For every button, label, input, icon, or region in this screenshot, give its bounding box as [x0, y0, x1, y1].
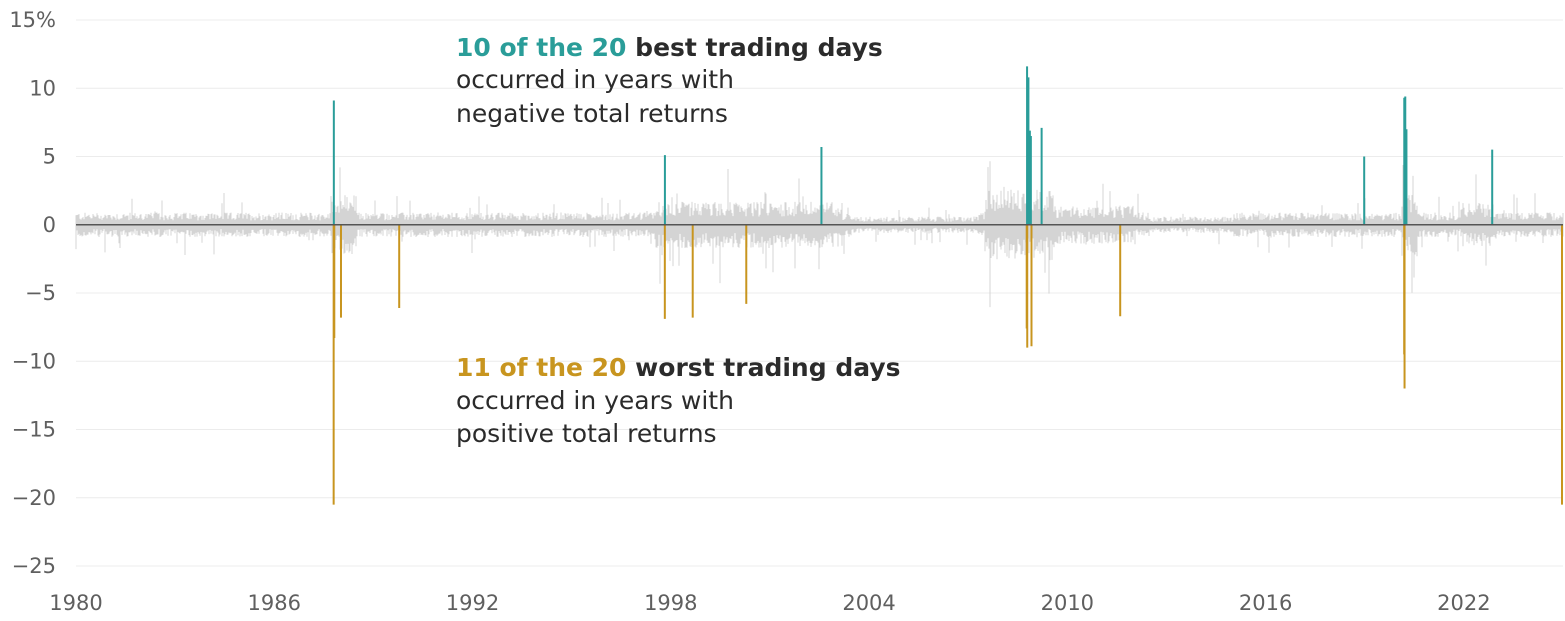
y-axis: 15% 10 5 0 −5 −10 −15 −20 −25: [9, 8, 56, 578]
worst-annotation-line2: occurred in years with: [456, 386, 734, 415]
x-tick-label: 1980: [49, 591, 102, 615]
best-annotation-line3: negative total returns: [456, 99, 728, 128]
x-tick-label: 2010: [1041, 591, 1094, 615]
y-tick-label: 10: [29, 76, 56, 100]
best-annotation-bold: best trading days: [635, 33, 883, 62]
x-tick-label: 1998: [644, 591, 697, 615]
y-tick-label: −10: [12, 349, 56, 373]
grid-lines: [76, 19, 1563, 567]
y-tick-label: 5: [43, 145, 56, 169]
highlight-bars: [332, 66, 1563, 505]
y-tick-label: −15: [12, 418, 56, 442]
x-tick-label: 2022: [1437, 591, 1490, 615]
worst-annotation-highlight: 11 of the 20: [456, 353, 626, 382]
y-tick-label: −25: [12, 554, 56, 578]
best-annotation-line1: 10 of the 20 best trading days: [456, 33, 883, 62]
x-tick-label: 1992: [446, 591, 499, 615]
y-tick-label: −5: [25, 281, 56, 305]
y-tick-label: 15%: [9, 8, 56, 32]
x-tick-label: 1986: [248, 591, 301, 615]
worst-days-annotation: 11 of the 20 worst trading days occurred…: [456, 353, 901, 448]
y-tick-label: 0: [43, 213, 56, 237]
x-tick-label: 2016: [1239, 591, 1292, 615]
x-axis: 1980 1986 1992 1998 2004 2010 2016 2022: [49, 591, 1490, 615]
best-annotation-line2: occurred in years with: [456, 65, 734, 94]
best-annotation-highlight: 10 of the 20: [456, 33, 626, 62]
worst-annotation-line3: positive total returns: [456, 419, 717, 448]
y-tick-label: −20: [12, 486, 56, 510]
best-days-annotation: 10 of the 20 best trading days occurred …: [456, 33, 883, 128]
other-trading-days: [75, 161, 1564, 308]
worst-annotation-bold: worst trading days: [635, 353, 900, 382]
x-tick-label: 2004: [842, 591, 895, 615]
noise-path: [75, 161, 1564, 308]
worst-annotation-line1: 11 of the 20 worst trading days: [456, 353, 901, 382]
